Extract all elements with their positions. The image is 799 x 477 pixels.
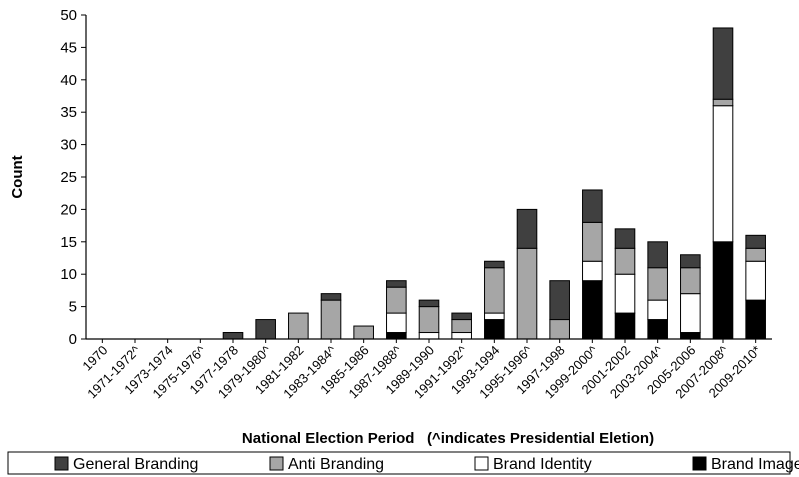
bar-segment-brand-image	[680, 332, 701, 340]
bar-segment-brand-identity	[451, 332, 472, 340]
bar-segment-brand-image	[712, 241, 734, 340]
bar-segment-anti-branding	[353, 325, 374, 340]
x-ticks: 19701971-1972^1973-19741975-1976^1977-19…	[79, 339, 764, 401]
y-tick-label: 45	[60, 39, 77, 56]
bar-segment-brand-identity	[614, 273, 636, 314]
bar-segment-brand-identity	[712, 105, 734, 243]
bar-segment-brand-identity	[484, 312, 505, 321]
bar-segment-general-branding	[451, 312, 472, 321]
bar-segment-general-branding	[582, 189, 603, 223]
y-tick-label: 10	[60, 266, 77, 283]
bar-segment-anti-branding	[582, 221, 603, 262]
bar-segment-general-branding	[647, 241, 668, 269]
bar-segment-brand-image	[614, 312, 636, 340]
legend-swatch-general-branding	[54, 456, 69, 471]
y-tick-label: 50	[60, 7, 77, 24]
bar-segment-general-branding	[516, 208, 538, 249]
bar-segment-brand-identity	[418, 332, 440, 340]
y-tick-label: 0	[69, 331, 77, 348]
bar-segment-anti-branding	[680, 267, 701, 295]
bar-segment-anti-branding	[614, 247, 636, 275]
bar-segment-anti-branding	[647, 267, 668, 301]
bar-segment-general-branding	[320, 293, 342, 301]
legend-label-anti-branding: Anti Branding	[288, 456, 384, 473]
bar-segment-general-branding	[386, 280, 407, 288]
bar-segment-anti-branding	[712, 98, 734, 107]
bar-segment-brand-image	[647, 319, 668, 340]
bar-segment-brand-image	[745, 299, 766, 340]
bar-segment-anti-branding	[451, 319, 472, 334]
y-tick-label: 25	[60, 169, 77, 186]
legend-swatch-anti-branding	[269, 456, 284, 471]
y-tick-label: 20	[60, 201, 77, 218]
bar-segment-general-branding	[745, 234, 766, 249]
y-tick-label: 5	[69, 299, 77, 316]
y-tick-label: 30	[60, 137, 77, 154]
bar-segment-anti-branding	[288, 312, 309, 340]
bar-segment-anti-branding	[484, 267, 505, 314]
bar-segment-anti-branding	[516, 247, 538, 340]
bar-segment-anti-branding	[386, 286, 407, 314]
bar-segment-anti-branding	[745, 247, 766, 262]
bar-segment-brand-identity	[680, 293, 701, 334]
bar-segment-general-branding	[680, 254, 701, 269]
bar-segment-general-branding	[418, 299, 440, 308]
bar-segment-general-branding	[255, 319, 276, 340]
y-axis-title: Count	[9, 155, 26, 198]
bar-segment-anti-branding	[418, 306, 440, 334]
legend-label-general-branding: General Branding	[73, 456, 198, 473]
y-tick-label: 15	[60, 234, 77, 251]
bar-segment-general-branding	[614, 228, 636, 249]
bar-segment-general-branding	[712, 27, 734, 100]
bar-segment-anti-branding	[320, 299, 342, 340]
bar-segment-brand-image	[386, 332, 407, 340]
bar-segment-brand-image	[582, 280, 603, 340]
y-ticks: 0 5 10 15 20 25 30 35 40 45 50	[60, 7, 86, 348]
bar-segment-general-branding	[484, 260, 505, 269]
legend: General Branding Anti Branding Brand Ident…	[54, 456, 799, 473]
y-tick-label: 35	[60, 104, 77, 121]
bar-segment-brand-image	[484, 319, 505, 340]
bar-segment-anti-branding	[549, 319, 570, 340]
legend-swatch-brand-identity	[474, 456, 489, 471]
legend-label-brand-image: Brand Image	[711, 456, 799, 473]
bar-segment-general-branding	[549, 280, 570, 321]
bar-segment-brand-identity	[745, 260, 766, 301]
bar-segment-general-branding	[222, 332, 244, 340]
legend-box	[7, 451, 791, 475]
y-tick-label: 40	[60, 72, 77, 89]
bar-segment-brand-identity	[386, 312, 407, 334]
bar-segment-brand-identity	[582, 260, 603, 282]
legend-label-brand-identity: Brand Identity	[493, 456, 592, 473]
bars-group	[222, 27, 766, 340]
legend-swatch-brand-image	[692, 456, 707, 471]
bar-segment-brand-identity	[647, 299, 668, 321]
x-axis-title: National Election Period (^indicates Pre…	[242, 430, 654, 447]
